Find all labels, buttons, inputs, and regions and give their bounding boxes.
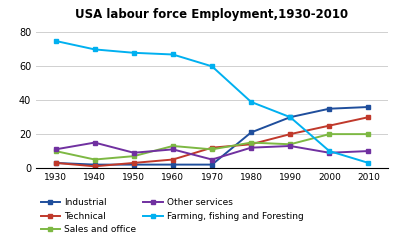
- Industrial: [288, 116, 293, 119]
- Line: Other services: Other services: [53, 140, 371, 162]
- Sales and office: [131, 155, 136, 158]
- Other services: [92, 141, 97, 144]
- Farming, fishing and Foresting: [210, 65, 214, 68]
- Technical: [92, 165, 97, 168]
- Other services: [288, 144, 293, 147]
- Title: USA labour force Employment,1930-2010: USA labour force Employment,1930-2010: [76, 8, 348, 21]
- Farming, fishing and Foresting: [366, 162, 371, 164]
- Technical: [366, 116, 371, 119]
- Industrial: [327, 107, 332, 110]
- Industrial: [170, 163, 175, 166]
- Technical: [170, 158, 175, 161]
- Sales and office: [327, 133, 332, 136]
- Sales and office: [366, 133, 371, 136]
- Line: Technical: Technical: [53, 115, 371, 169]
- Industrial: [53, 162, 58, 164]
- Other services: [53, 148, 58, 151]
- Other services: [210, 158, 214, 161]
- Sales and office: [53, 150, 58, 152]
- Industrial: [249, 131, 254, 134]
- Other services: [327, 151, 332, 154]
- Farming, fishing and Foresting: [170, 53, 175, 56]
- Farming, fishing and Foresting: [92, 48, 97, 51]
- Sales and office: [92, 158, 97, 161]
- Farming, fishing and Foresting: [249, 101, 254, 103]
- Sales and office: [210, 148, 214, 151]
- Farming, fishing and Foresting: [288, 116, 293, 119]
- Sales and office: [288, 143, 293, 146]
- Industrial: [210, 163, 214, 166]
- Industrial: [131, 163, 136, 166]
- Farming, fishing and Foresting: [327, 150, 332, 152]
- Other services: [131, 151, 136, 154]
- Line: Farming, fishing and Foresting: Farming, fishing and Foresting: [53, 38, 371, 165]
- Technical: [210, 146, 214, 149]
- Technical: [131, 162, 136, 164]
- Industrial: [366, 106, 371, 108]
- Other services: [366, 150, 371, 152]
- Sales and office: [249, 141, 254, 144]
- Technical: [288, 133, 293, 136]
- Farming, fishing and Foresting: [53, 40, 58, 42]
- Industrial: [92, 163, 97, 166]
- Line: Sales and office: Sales and office: [53, 132, 371, 162]
- Other services: [249, 146, 254, 149]
- Technical: [53, 162, 58, 164]
- Line: Industrial: Industrial: [53, 105, 371, 167]
- Technical: [249, 143, 254, 146]
- Other services: [170, 148, 175, 151]
- Farming, fishing and Foresting: [131, 51, 136, 54]
- Sales and office: [170, 144, 175, 147]
- Technical: [327, 124, 332, 127]
- Legend: Industrial, Technical, Sales and office, Other services, Farming, fishing and Fo: Industrial, Technical, Sales and office,…: [40, 198, 304, 234]
